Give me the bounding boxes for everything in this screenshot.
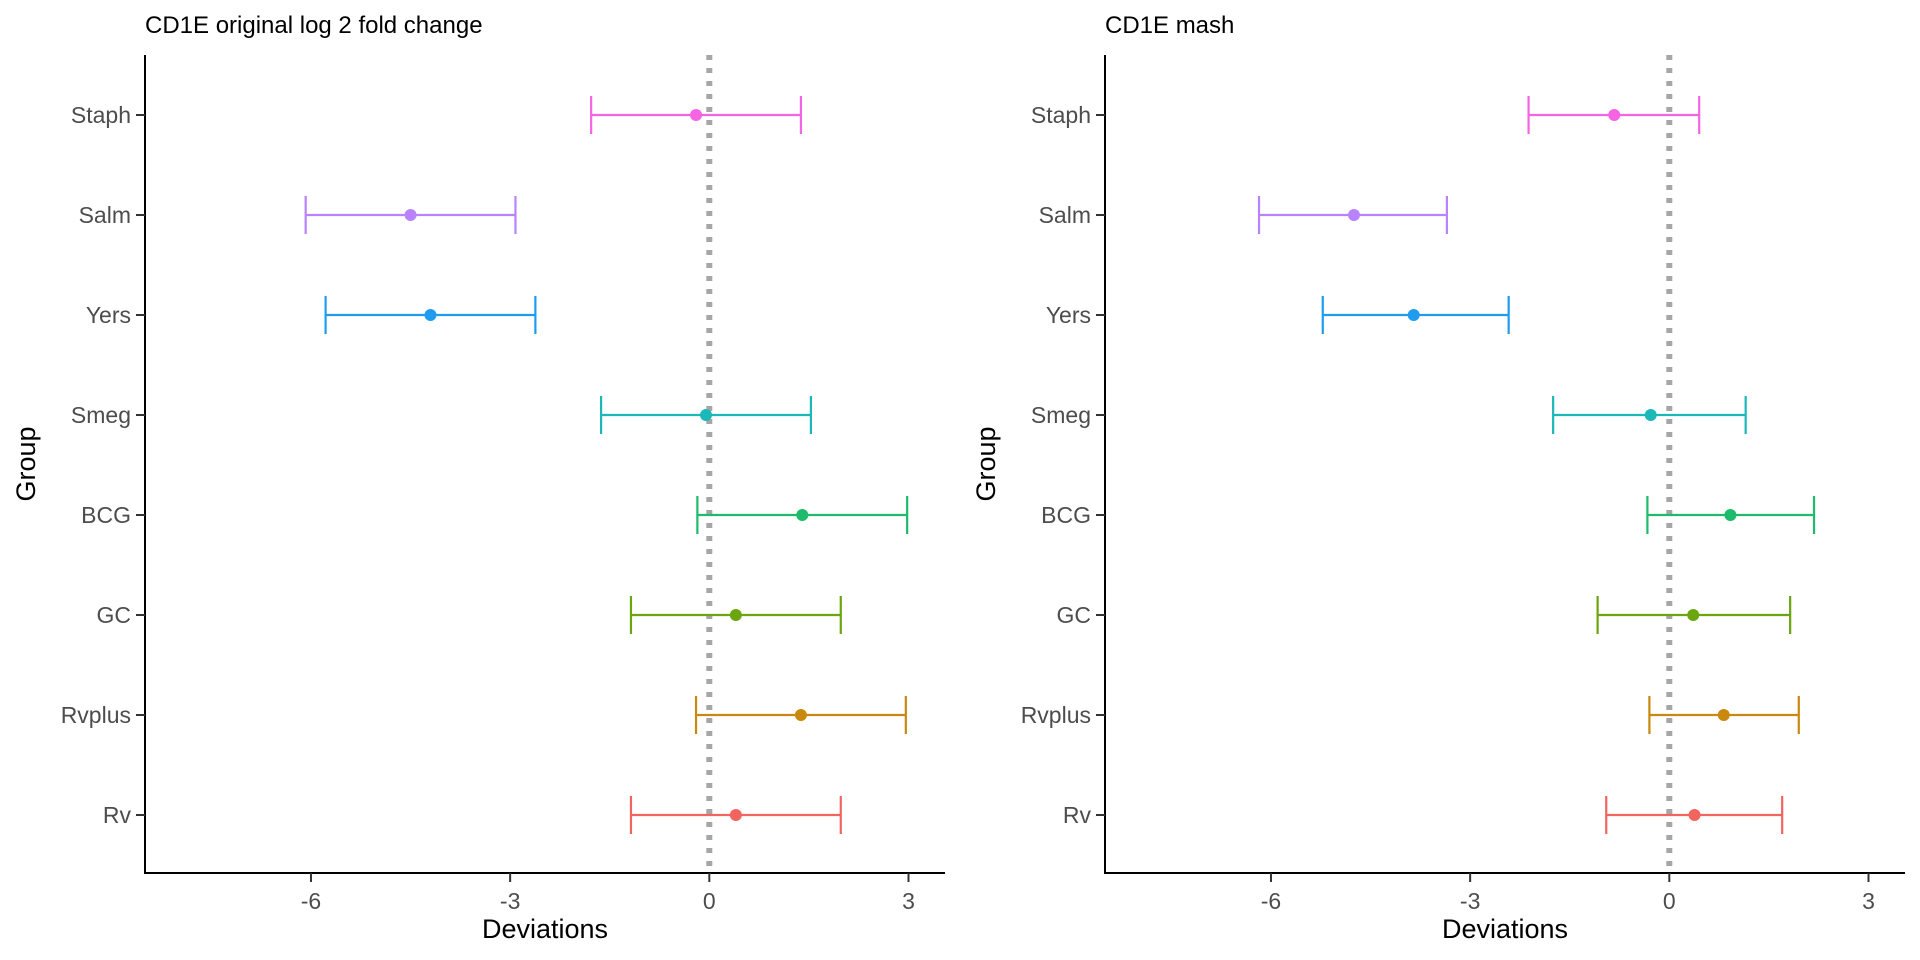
x-tick-label: -6 [1261,888,1281,914]
x-tick-label: 0 [1663,888,1676,914]
x-tick-label: -3 [500,888,520,914]
y-tick-label: Staph [1031,102,1091,128]
panel-title: CD1E original log 2 fold change [145,12,483,39]
y-tick-label: Smeg [71,402,131,428]
errorbar-staph [1527,96,1701,134]
errorbar-bcg [696,496,909,534]
y-tick-label: BCG [1041,502,1091,528]
y-tick-label: Smeg [1031,402,1091,428]
y-tick-label: Rv [1063,802,1092,828]
x-axis-label: Deviations [1442,914,1568,944]
y-tick-label: Yers [1046,302,1091,328]
y-tick-label: Salm [79,202,131,228]
panel-1: CD1E original log 2 fold change -6 -3 0 3 Dev… [11,12,945,944]
x-tick-label: 3 [902,888,915,914]
errorbar-yers [324,296,537,334]
x-axis-label: Deviations [482,914,608,944]
x-tick-label: 0 [703,888,716,914]
errorbar-rvplus [1648,696,1800,734]
point-estimate [699,409,712,421]
x-tick-label: -3 [1460,888,1480,914]
y-tick-label: Salm [1039,202,1091,228]
errorbar-rvplus [694,696,907,734]
point-estimate [796,509,809,521]
errorbar-smeg [1552,396,1747,434]
errorbar-rv [629,796,842,834]
errorbar-bcg [1646,496,1816,534]
errorbar-gc [1596,596,1792,634]
point-estimate [729,609,742,621]
point-estimate [1644,409,1657,421]
errorbar-smeg [599,396,812,434]
point-estimate [1687,609,1700,621]
y-tick-label: GC [97,602,132,628]
point-estimate [404,209,417,221]
point-estimate [424,309,437,321]
y-tick-label: Rv [103,802,132,828]
point-estimate [1717,709,1730,721]
panel-title: CD1E mash [1105,12,1234,39]
panel-2: CD1E mash -6 -3 0 3 Deviations Group Staph Salm Y… [971,12,1905,944]
point-estimate [690,109,703,121]
y-axis-label: Group [971,426,1001,501]
errorbar-rv [1605,796,1784,834]
errorbar-staph [590,96,803,134]
y-tick-label: Rvplus [61,702,131,728]
y-tick-label: Yers [86,302,131,328]
errorbar-salm [1257,196,1449,234]
point-estimate [1724,509,1737,521]
point-estimate [794,709,807,721]
y-axis-label: Group [11,426,41,501]
y-tick-label: Staph [71,102,131,128]
point-estimate [1688,809,1701,821]
x-tick-label: 3 [1862,888,1875,914]
errorbar-salm [304,196,517,234]
point-estimate [1608,109,1621,121]
y-tick-label: GC [1057,602,1092,628]
x-tick-label: -6 [301,888,321,914]
point-estimate [729,809,742,821]
y-tick-label: BCG [81,502,131,528]
errorbar-gc [629,596,842,634]
point-estimate [1407,309,1420,321]
y-tick-label: Rvplus [1021,702,1091,728]
point-estimate [1347,209,1360,221]
errorbar-yers [1321,296,1510,334]
